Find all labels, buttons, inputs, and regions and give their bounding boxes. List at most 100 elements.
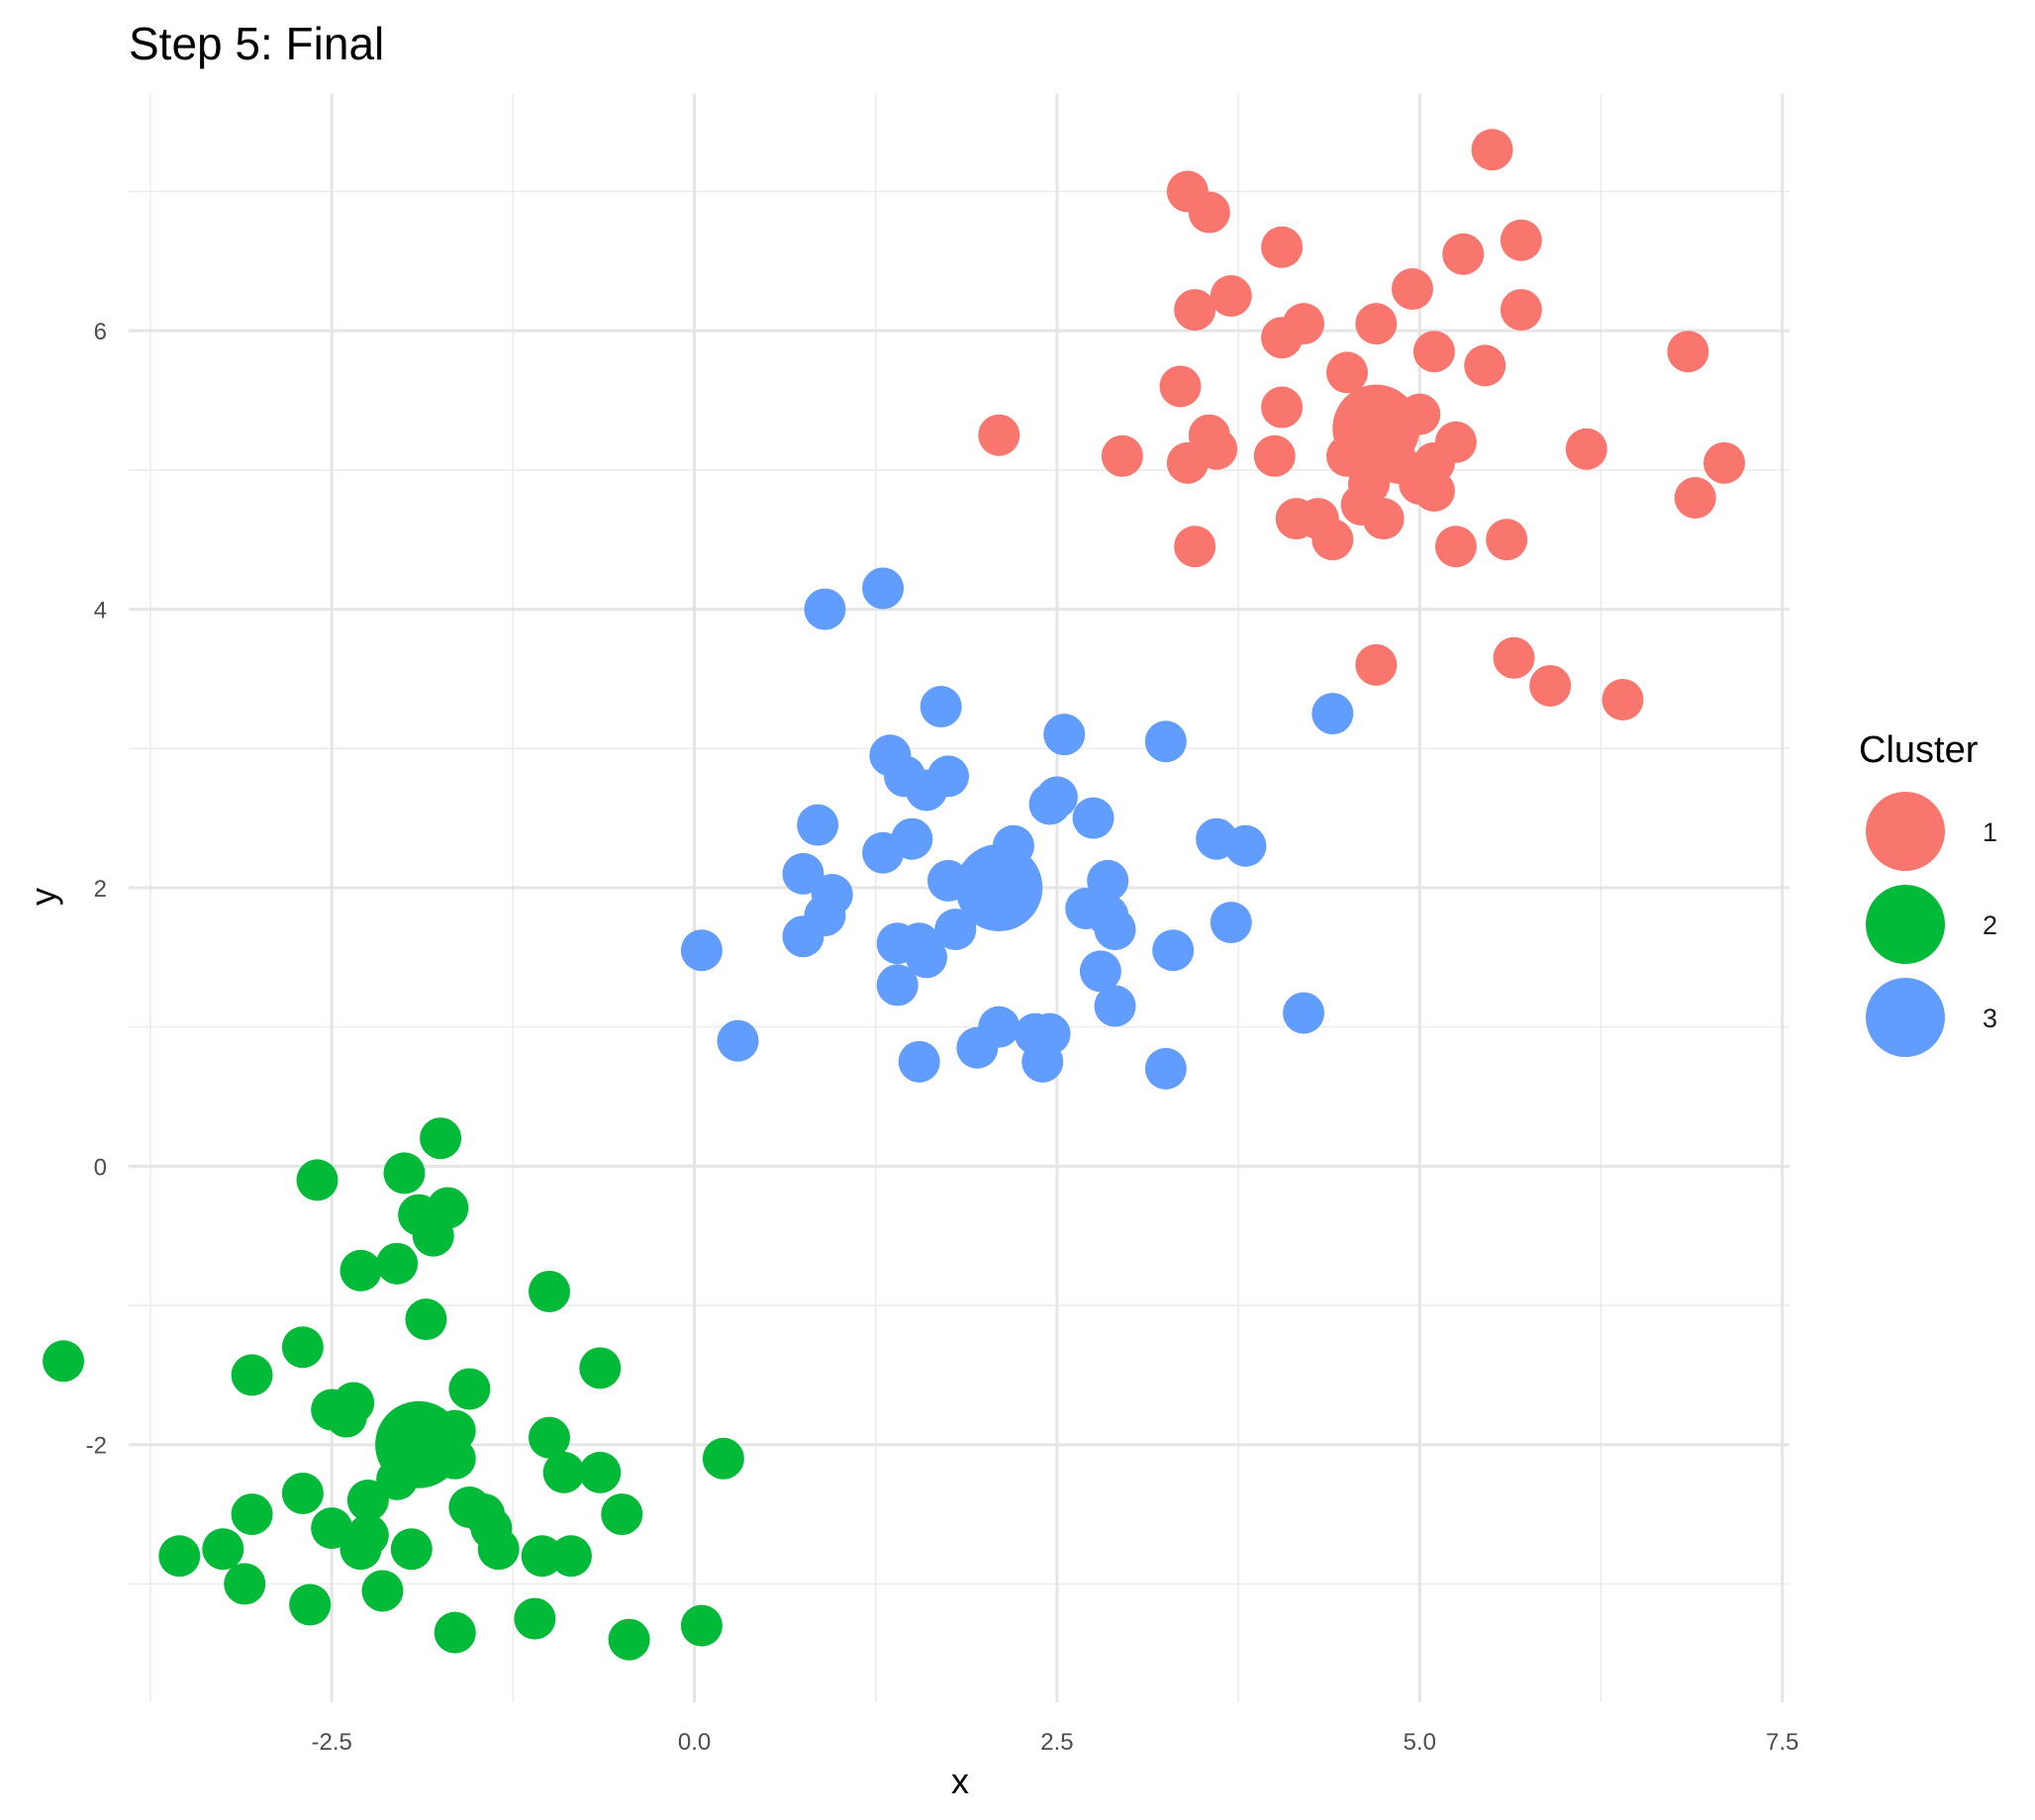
data-point xyxy=(43,1340,85,1383)
data-point xyxy=(1529,664,1572,707)
y-tick-label: 6 xyxy=(94,319,107,345)
data-point xyxy=(521,1535,563,1578)
data-point xyxy=(231,1493,273,1536)
data-point xyxy=(542,1451,585,1493)
data-point xyxy=(231,1354,273,1396)
data-point xyxy=(906,936,948,979)
data-point xyxy=(1028,783,1071,825)
data-point xyxy=(1283,992,1325,1034)
data-point xyxy=(1174,526,1216,568)
x-axis-title: x xyxy=(951,1761,969,1801)
data-point xyxy=(346,1479,389,1521)
data-point xyxy=(804,588,846,630)
data-point xyxy=(920,686,962,728)
data-point xyxy=(898,1040,940,1083)
data-point xyxy=(390,1528,433,1571)
data-point xyxy=(1188,191,1230,234)
data-point xyxy=(1442,233,1485,275)
data-point xyxy=(1072,797,1114,839)
data-point xyxy=(1471,129,1513,171)
data-point xyxy=(1486,519,1528,561)
data-point xyxy=(1565,428,1607,470)
data-point xyxy=(1391,267,1433,310)
data-point xyxy=(1261,317,1304,359)
data-point xyxy=(680,929,723,972)
data-point xyxy=(1021,1040,1064,1083)
data-point xyxy=(906,769,948,812)
major-gridlines xyxy=(129,94,1790,1702)
centroid-point xyxy=(375,1400,463,1488)
data-point xyxy=(296,1159,339,1201)
centroid-point xyxy=(955,843,1043,931)
data-point xyxy=(702,1437,744,1480)
data-point xyxy=(1087,859,1129,902)
data-point xyxy=(158,1535,201,1578)
data-point xyxy=(601,1493,643,1536)
y-tick-label: 0 xyxy=(94,1154,107,1181)
data-point xyxy=(1261,226,1304,268)
y-tick-label: -2 xyxy=(86,1433,107,1460)
data-point xyxy=(528,1270,570,1312)
minor-gridlines xyxy=(129,94,1790,1702)
data-point xyxy=(1210,902,1252,944)
data-point xyxy=(1500,289,1542,332)
data-point xyxy=(1311,519,1354,561)
data-point xyxy=(311,1507,353,1550)
legend-key xyxy=(1866,792,1945,871)
data-point xyxy=(528,1416,570,1459)
legend-label: 2 xyxy=(1983,910,1997,940)
data-point xyxy=(934,909,977,951)
data-point xyxy=(1355,303,1398,345)
data-point xyxy=(978,414,1020,456)
x-tick-label: 0.0 xyxy=(678,1729,711,1756)
data-point xyxy=(325,1395,367,1438)
data-point xyxy=(1601,679,1644,721)
data-point xyxy=(1667,331,1709,373)
data-point xyxy=(281,1326,324,1369)
data-point xyxy=(1166,441,1209,484)
legend-key xyxy=(1866,885,1945,964)
y-tick-label: 4 xyxy=(94,598,107,624)
y-axis-ticks: -2 0 2 4 6 xyxy=(86,319,107,1460)
data-point xyxy=(383,1152,426,1195)
data-point xyxy=(289,1583,332,1626)
data-point xyxy=(717,1019,759,1062)
data-point xyxy=(782,915,824,958)
data-point xyxy=(876,964,919,1006)
data-point xyxy=(281,1472,324,1514)
x-axis-ticks: -2.5 0.0 2.5 5.0 7.5 xyxy=(311,1729,1798,1756)
data-point xyxy=(579,1347,622,1389)
x-tick-label: 7.5 xyxy=(1766,1729,1798,1756)
data-point xyxy=(224,1563,266,1605)
data-point xyxy=(1152,929,1195,972)
legend-key xyxy=(1866,978,1945,1057)
data-point xyxy=(420,1117,462,1160)
data-point xyxy=(1261,386,1304,429)
chart-title: Step 5: Final xyxy=(129,18,384,69)
data-point xyxy=(1253,434,1296,477)
y-tick-label: 2 xyxy=(94,876,107,903)
data-point xyxy=(1674,477,1716,520)
data-point xyxy=(412,1214,454,1257)
x-tick-label: 5.0 xyxy=(1404,1729,1436,1756)
data-point xyxy=(514,1597,556,1640)
data-point xyxy=(1094,985,1136,1027)
legend-label: 1 xyxy=(1983,817,1997,847)
data-point xyxy=(1311,693,1354,735)
data-point xyxy=(1224,824,1267,867)
data-point xyxy=(361,1570,404,1612)
data-points xyxy=(43,129,1746,1661)
legend-label: 3 xyxy=(1983,1004,1997,1033)
centroid-point xyxy=(1332,384,1420,472)
data-point xyxy=(477,1528,520,1571)
legend: Cluster 1 2 3 xyxy=(1859,729,1997,1057)
x-tick-label: -2.5 xyxy=(311,1729,351,1756)
data-point xyxy=(1703,441,1746,484)
data-point xyxy=(1412,469,1455,512)
data-point xyxy=(202,1528,244,1571)
data-point xyxy=(448,1368,491,1410)
data-point xyxy=(1210,275,1252,318)
data-point xyxy=(1434,526,1477,568)
x-tick-label: 2.5 xyxy=(1040,1729,1073,1756)
data-point xyxy=(1362,498,1405,540)
